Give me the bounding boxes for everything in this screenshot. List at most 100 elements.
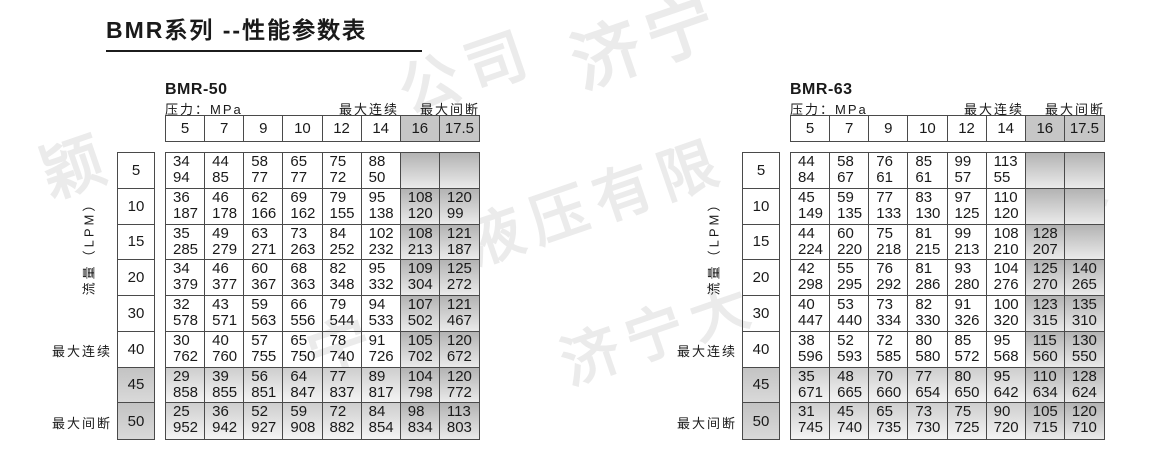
pressure-header-row: 5 7 9 10 12 14 16 17.5 — [165, 115, 480, 142]
cell-top-value: 125 — [1032, 260, 1058, 278]
cell-top-value: 65 — [876, 403, 893, 421]
cell-top-value: 60 — [837, 224, 854, 242]
cell-top-value: 65 — [290, 331, 308, 349]
table-cell: 108 213 — [400, 224, 440, 261]
cell-bottom-value: 740 — [837, 419, 863, 437]
table-cell: 60 367 — [244, 260, 284, 296]
table-cell: 63 271 — [244, 224, 284, 261]
table-cell: 95 138 — [361, 188, 401, 225]
cell-bottom-value: 55 — [993, 169, 1011, 186]
cell-top-value: 83 — [915, 188, 933, 206]
cell-bottom-value: 772 — [446, 383, 472, 401]
cell-top-value: 113 — [993, 153, 1018, 170]
cell-top-value: 130 — [1071, 331, 1097, 349]
cell-top-value: 95 — [993, 331, 1011, 349]
cell-top-value: 85 — [954, 331, 972, 349]
cell-bottom-value: 927 — [251, 419, 277, 437]
cell-top-value: 45 — [837, 403, 854, 421]
cell-top-value: 105 — [407, 331, 433, 349]
table-cell: 94 533 — [361, 296, 401, 332]
cell-bottom-value: 755 — [251, 347, 277, 365]
flow-header-cell: 15 — [118, 225, 154, 261]
table-cell: 105 715 — [1025, 403, 1065, 439]
cell-top-value: 73 — [290, 224, 308, 242]
table-cell: 125 270 — [1025, 260, 1065, 296]
table-cell: 120 710 — [1064, 403, 1104, 439]
cell-bottom-value: 166 — [251, 204, 277, 222]
table-cell: 65 735 — [869, 403, 909, 439]
table-cell: 79 155 — [322, 188, 362, 225]
cell-bottom-value: 710 — [1071, 419, 1097, 437]
cell-top-value: 82 — [915, 296, 933, 313]
table-cell: 76 292 — [869, 260, 909, 296]
cell-bottom-value: 149 — [798, 204, 824, 222]
cell-bottom-value: 218 — [876, 240, 902, 258]
table-cell: 81 286 — [908, 260, 948, 296]
pressure-header-cell: 14 — [987, 116, 1026, 141]
table-bmr-63: BMR-63 压力：MPa 最大连续 最大间断 5 7 9 10 12 14 16 17.5 … — [677, 81, 1108, 444]
flow-header-cell: 5 — [743, 153, 779, 189]
cell-bottom-value: 855 — [212, 383, 238, 401]
data-grid: 44 84 58 67 76 61 85 61 99 57 113 55 45 149 59 135 77 133… — [790, 152, 1105, 440]
cell-top-value: 29 — [173, 367, 190, 385]
cell-top-value: 44 — [212, 153, 229, 170]
table-cell: 52 593 — [830, 331, 870, 368]
cell-top-value: 91 — [954, 296, 972, 313]
table-cell: 120 99 — [439, 188, 479, 225]
cell-bottom-value: 334 — [876, 312, 902, 329]
cell-top-value: 59 — [837, 188, 854, 206]
table-cell: 120 672 — [439, 331, 479, 368]
table-cell: 115 560 — [1025, 331, 1065, 368]
cell-bottom-value: 942 — [212, 419, 238, 437]
cell-bottom-value: 120 — [407, 204, 433, 222]
cell-top-value: 95 — [368, 188, 386, 206]
cell-bottom-value: 702 — [407, 347, 433, 365]
pressure-header-cell: 17.5 — [439, 116, 479, 141]
table-cell — [1025, 153, 1065, 189]
cell-bottom-value: 715 — [1032, 419, 1058, 437]
table-cell: 130 550 — [1064, 331, 1104, 368]
table-cell: 79 544 — [322, 296, 362, 332]
max-continuous-label: 最大连续 — [963, 102, 1024, 117]
pressure-header-cell: 12 — [948, 116, 987, 141]
table-cell: 73 334 — [869, 296, 909, 332]
cell-bottom-value: 130 — [915, 204, 941, 222]
flow-axis-label: 流量（LPM） — [81, 195, 97, 296]
table-cell: 49 279 — [205, 224, 245, 261]
flow-header-cell: 30 — [118, 296, 154, 332]
cell-bottom-value: 642 — [993, 383, 1019, 401]
watermark-text: 液压有限 — [455, 126, 736, 280]
cell-bottom-value: 593 — [837, 347, 863, 365]
table-cell: 44 84 — [791, 153, 831, 189]
flow-header-cell: 30 — [743, 296, 779, 332]
cell-bottom-value: 882 — [329, 419, 355, 437]
cell-bottom-value: 367 — [251, 276, 277, 294]
table-cell: 75 218 — [869, 224, 909, 261]
table-cell: 44 224 — [791, 224, 831, 261]
table-cell: 40 760 — [205, 331, 245, 368]
cell-bottom-value: 563 — [251, 312, 277, 329]
flow-header-cell: 10 — [118, 189, 154, 225]
pressure-header-cell: 12 — [323, 116, 362, 141]
cell-top-value: 76 — [876, 260, 893, 278]
table-cell: 46 377 — [205, 260, 245, 296]
table-cell: 58 67 — [830, 153, 870, 189]
cell-bottom-value: 213 — [954, 240, 980, 258]
cell-top-value: 34 — [173, 153, 190, 170]
cell-bottom-value: 578 — [173, 312, 199, 329]
cell-top-value: 25 — [173, 403, 190, 421]
cell-top-value: 140 — [1071, 260, 1097, 278]
pressure-header-cell: 14 — [362, 116, 401, 141]
flow-header-cell: 20 — [743, 260, 779, 296]
cell-bottom-value: 363 — [290, 276, 316, 294]
table-cell: 59 135 — [830, 188, 870, 225]
cell-bottom-value: 270 — [1032, 276, 1058, 294]
cell-top-value: 128 — [1071, 367, 1097, 385]
table-cell: 45 149 — [791, 188, 831, 225]
table-cell: 125 272 — [439, 260, 479, 296]
table-cell: 95 642 — [986, 367, 1026, 404]
cell-top-value: 39 — [212, 367, 229, 385]
cell-top-value: 53 — [837, 296, 854, 313]
cell-bottom-value: 125 — [954, 204, 980, 222]
cell-top-value: 100 — [993, 296, 1019, 313]
